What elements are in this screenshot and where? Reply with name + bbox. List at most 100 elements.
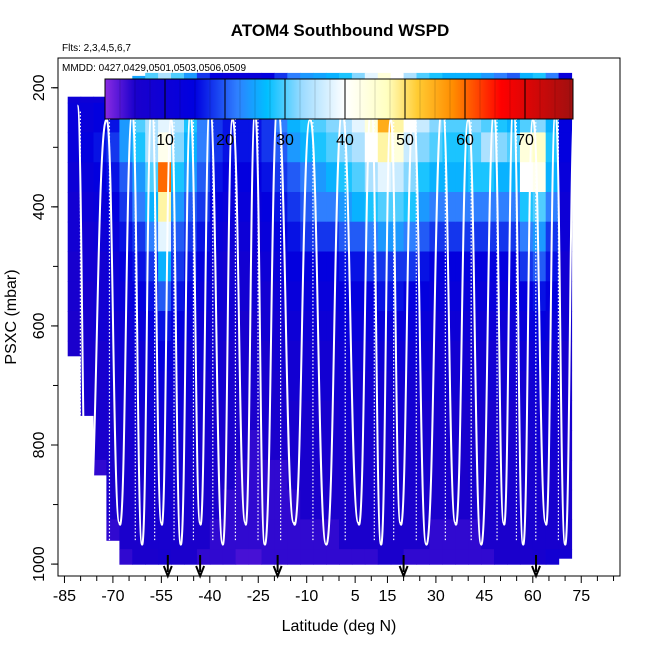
heat-cell [248,162,263,193]
heat-cell [390,221,405,253]
heat-cell [184,370,198,401]
heat-cell [274,549,288,565]
heat-cell [171,251,185,282]
heat-cell [158,221,172,253]
heat-cell [158,340,172,372]
heat-cell [481,519,495,550]
heat-cell [416,370,430,401]
heat-cell [351,162,366,193]
heat-cell [326,549,340,565]
heat-cell [494,221,508,253]
heat-cell [313,251,327,282]
x-axis-label: Latitude (deg N) [282,618,397,635]
heat-cell [93,96,107,104]
heat-cell [326,221,340,253]
heat-cell [80,132,95,163]
heat-cell [519,251,534,282]
heat-cell [403,281,418,312]
heat-cell [235,221,250,253]
heat-cell [455,400,469,431]
heat-cell [403,549,418,565]
heat-cell [119,400,133,431]
heat-cell [377,221,392,253]
heat-cell [287,370,301,401]
heat-cell [222,549,237,565]
heat-cell [274,459,288,491]
heat-cell [196,281,211,312]
heat-cell [351,221,366,253]
heat-cell [403,459,418,491]
heat-cell [532,459,547,491]
heat-cell [300,311,314,342]
heat-cell [416,340,430,372]
heat-cell [507,311,521,342]
x-tick-label: -55 [150,588,173,605]
heat-cell [184,162,198,193]
heat-cell [184,311,198,342]
heat-cell [171,192,185,223]
heat-cell [377,311,392,342]
heat-cell [519,489,534,521]
heat-cell [313,281,327,312]
heat-cell [222,519,237,550]
heat-cell [80,162,95,193]
heat-cell [326,162,340,193]
colorbar-tick-label: 30 [276,132,294,149]
heat-cell [494,519,508,550]
heat-cell [507,519,521,550]
colorbar-tick-label: 70 [516,132,534,149]
heat-cell [468,192,482,223]
heat-cell [222,370,237,401]
heat-cell [558,281,573,312]
heat-cell [532,400,547,431]
heat-cell [196,519,211,550]
heat-cell [261,549,275,565]
heat-cell [287,340,301,372]
heat-cell [429,489,443,521]
heat-cell [145,162,159,193]
heat-cell [158,519,172,550]
heat-cell [519,311,534,342]
heat-cell [184,519,198,550]
heat-cell [235,132,250,163]
heat-cell [235,400,250,431]
heat-cell [209,549,224,565]
heat-cell [326,489,340,521]
heat-cell [67,281,82,312]
heat-cell [119,221,133,253]
heat-cell [300,400,314,431]
heat-cell [390,251,405,282]
heat-cell [403,311,418,342]
heat-cell [429,311,443,342]
heat-cell [145,459,159,491]
heat-cell [274,519,288,550]
heat-cell [313,549,327,565]
heat-cell [287,400,301,431]
heat-cell [429,132,443,163]
heat-cell [558,489,573,521]
heat-cell [184,340,198,372]
heat-cell [532,221,547,253]
heat-cell [184,549,198,565]
heat-cell [481,459,495,491]
heat-cell [545,400,560,431]
heat-cell [507,459,521,491]
heat-cell [532,162,547,193]
heat-cell [403,192,418,223]
colorbar-tick-label: 10 [156,132,174,149]
heat-cell [442,519,456,550]
heat-cell [429,549,443,565]
heat-cell [519,549,534,565]
heat-cell [158,162,172,193]
heat-cell [171,221,185,253]
heat-cell [416,430,430,461]
heat-cell [339,340,353,372]
heat-cell [416,400,430,431]
heat-cell [145,400,159,431]
heat-cell [339,459,353,491]
heat-cell [145,311,159,342]
heat-cell [351,251,366,282]
heat-cell [132,221,146,253]
chart-title: ATOM4 Southbound WSPD [231,21,449,40]
